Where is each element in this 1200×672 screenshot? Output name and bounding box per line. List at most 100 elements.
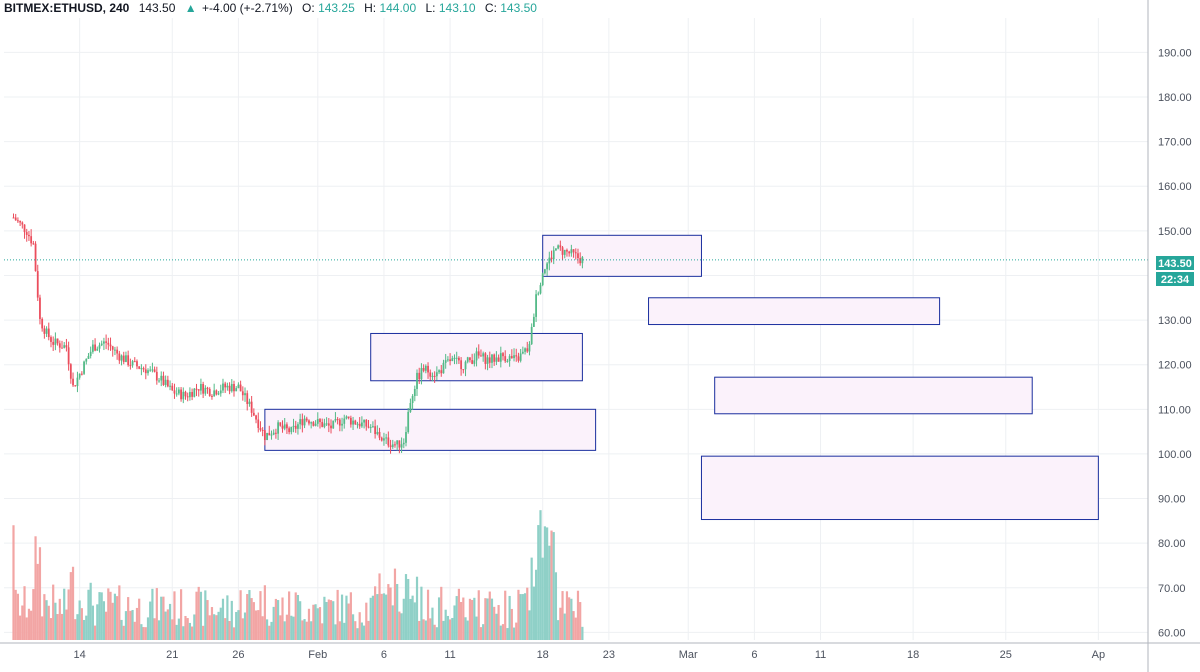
candle-body: [133, 361, 136, 363]
candle-body: [166, 379, 169, 387]
volume-bar: [561, 591, 564, 640]
zone-target-90[interactable]: [700, 455, 1099, 521]
candle-body: [89, 351, 92, 357]
volume-bar: [473, 597, 476, 640]
volume-bar: [565, 591, 569, 640]
candle-body: [76, 377, 79, 387]
volume-bar: [191, 626, 194, 640]
candle-body: [561, 247, 564, 255]
volume-bar: [129, 610, 132, 640]
candle-body: [521, 351, 524, 354]
volume-bar: [127, 597, 130, 640]
candle-body: [195, 388, 198, 390]
candle-body: [336, 419, 339, 421]
candle-body: [107, 342, 110, 345]
time-axis[interactable]: 14 21 26 Feb 6 11 18 23 Mar 6 11 18 25 Ap: [0, 642, 1200, 661]
candle-body: [563, 249, 566, 255]
volume-bar: [488, 591, 491, 640]
candle-body: [41, 318, 44, 329]
volume-bar: [537, 525, 540, 640]
candle-body: [413, 388, 416, 397]
volume-bar: [307, 608, 311, 640]
volume-bar: [393, 568, 397, 640]
zone-jan-feb-range[interactable]: [264, 408, 597, 451]
y-tick-label: 150.00: [1158, 226, 1192, 238]
candle-body: [455, 357, 458, 359]
volume-bar: [270, 621, 273, 640]
candle-body: [387, 437, 390, 446]
candle-body: [374, 426, 377, 435]
candlesticks: [12, 213, 584, 454]
volume-bar: [21, 605, 24, 640]
high-value: 144.00: [379, 1, 416, 15]
candle-body: [208, 388, 211, 396]
candle-body: [191, 392, 194, 397]
zone-target-110[interactable]: [714, 376, 1033, 415]
candle-body: [96, 348, 99, 351]
candle-body: [427, 365, 429, 373]
candle-body: [266, 432, 268, 441]
x-tick-label: Ap: [1092, 649, 1105, 661]
candle-body: [39, 297, 41, 319]
volume-bar: [493, 606, 496, 640]
candle-body: [233, 384, 235, 392]
candle-body: [493, 354, 496, 362]
candle-body: [502, 353, 504, 357]
candle-body: [548, 257, 551, 264]
volume-bar: [217, 611, 220, 640]
y-tick-label: 170.00: [1158, 137, 1192, 149]
candle-body: [356, 423, 359, 425]
volume-bar: [517, 589, 520, 640]
candle-body: [546, 263, 549, 270]
volume-bar: [552, 532, 555, 640]
candle-body: [464, 361, 467, 370]
countdown-tag-bg: [1156, 272, 1194, 286]
volume-bar: [206, 600, 209, 640]
y-tick-label: 130.00: [1158, 315, 1192, 327]
volume-bar: [71, 566, 75, 640]
candle-body: [334, 419, 337, 421]
candle-body: [535, 294, 537, 317]
candle-body: [257, 419, 260, 429]
candle-body: [559, 245, 562, 248]
candle-body: [182, 391, 185, 400]
volume-bar: [259, 591, 262, 640]
volume-bar: [437, 597, 441, 640]
volume-bar: [371, 595, 375, 640]
volume-bar: [265, 619, 269, 640]
candle-body: [222, 383, 224, 391]
candle-body: [349, 417, 352, 425]
candle-body: [114, 349, 116, 351]
volume-bar: [385, 594, 388, 640]
volume-bar: [290, 615, 293, 640]
low-value: 143.10: [439, 1, 476, 15]
candle-body: [555, 248, 557, 251]
candle-body: [21, 222, 24, 225]
candle-body: [144, 369, 147, 374]
candle-body: [197, 389, 200, 391]
volume-bar: [407, 578, 410, 640]
candle-body: [389, 445, 392, 448]
volume-bar: [402, 598, 405, 640]
candle-body: [94, 344, 96, 351]
volume-bar: [277, 600, 280, 640]
volume-bar: [89, 582, 92, 640]
candle-body: [32, 243, 35, 245]
volume-bar: [219, 607, 222, 640]
volume-bar: [464, 617, 467, 640]
candle-body: [444, 360, 447, 363]
candle-body: [58, 343, 61, 348]
volume-bar: [334, 624, 337, 640]
volume-bar: [574, 617, 577, 640]
volume-bar: [479, 627, 483, 640]
candle-body: [438, 370, 440, 373]
volume-bar: [98, 592, 101, 640]
volume-bar: [80, 608, 83, 640]
candle-body: [433, 375, 436, 377]
zone-target-130[interactable]: [648, 297, 941, 326]
volume-bar: [365, 602, 368, 640]
volume-bar: [349, 592, 352, 640]
candle-body: [45, 328, 48, 334]
